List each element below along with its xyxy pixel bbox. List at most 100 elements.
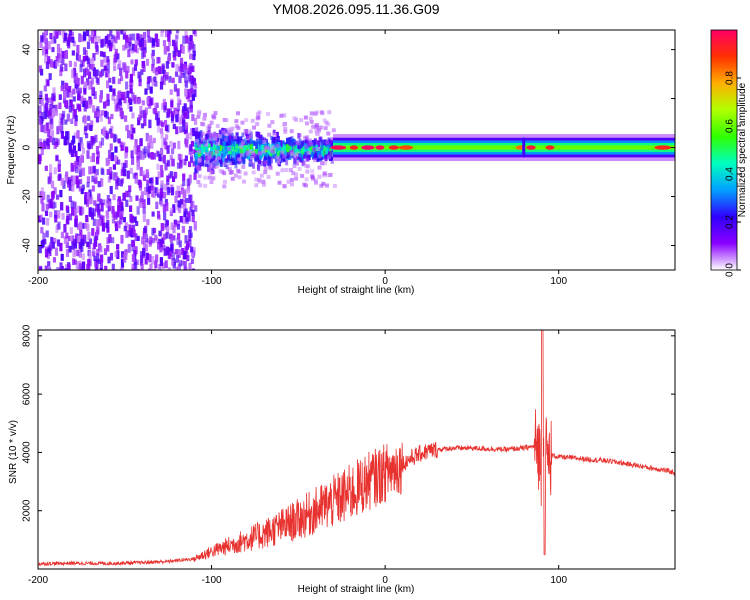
spectrogram-cell	[275, 131, 279, 138]
spectrogram-cell	[99, 70, 103, 77]
spectrogram-cell	[96, 195, 101, 203]
spectrogram-cell	[41, 239, 45, 248]
spectrogram-cell	[241, 140, 246, 145]
spectrogram-cell	[277, 157, 282, 162]
spectrogram-cell	[182, 180, 186, 187]
spectrogram-cell	[189, 132, 193, 140]
x-tick-label: 0	[382, 276, 388, 287]
spectrogram-cell	[169, 89, 173, 95]
spectrogram-cell	[192, 161, 196, 167]
spectrogram-cell	[129, 106, 133, 112]
spectrogram-cell	[330, 142, 334, 147]
spectrogram-cell	[156, 117, 160, 126]
spectrogram-cell	[217, 135, 221, 141]
spectrogram-cell	[121, 162, 125, 171]
spectrogram-frame	[37, 29, 676, 271]
spectrogram-region	[194, 109, 337, 189]
spectrogram-cell	[248, 134, 253, 139]
spectrogram-cell	[74, 120, 78, 127]
spectrogram-cell	[193, 224, 197, 231]
carrier-hotspot	[654, 145, 672, 150]
spectrogram-cell	[242, 153, 246, 159]
spectrogram-cell	[53, 167, 57, 175]
spectrogram-cell	[125, 70, 129, 79]
spectrogram-cell	[60, 85, 64, 92]
spectrogram-cell	[102, 127, 106, 137]
spectrogram-cell	[147, 185, 151, 194]
spectrogram-cell	[181, 72, 185, 78]
spectrogram-cell	[59, 113, 63, 120]
spectrogram-cell	[40, 35, 44, 43]
carrier-hotspot	[398, 145, 414, 150]
spectrogram-cell	[209, 158, 213, 164]
spectrogram-cell	[131, 240, 136, 247]
spectrogram-cell	[170, 187, 175, 196]
spectrogram-cell	[80, 95, 84, 105]
x-tick-label: 0	[382, 575, 388, 586]
spectrogram-cell	[149, 37, 154, 43]
spectrogram-cell	[234, 124, 239, 129]
spectrogram-cell	[264, 138, 268, 146]
spectrogram-cell	[115, 182, 119, 190]
spectrogram-cell	[125, 146, 129, 153]
spectrogram-cell	[254, 183, 259, 188]
spectrogram-cell	[96, 151, 100, 159]
spectrogram-cell	[101, 222, 106, 232]
spectrogram-cell	[304, 151, 308, 156]
spectrogram-cell	[87, 244, 91, 250]
spectrogram-cell	[146, 179, 150, 185]
spectrogram-cell	[63, 91, 67, 100]
spectrogram-cell	[107, 149, 112, 159]
spectrogram-cell	[186, 89, 190, 98]
spectrogram-plot-area	[38, 30, 675, 270]
spectrogram-cell	[78, 157, 82, 167]
x-tick-label: -200	[28, 575, 48, 586]
spectrogram-cell	[142, 31, 147, 40]
spectrogram-cell	[241, 164, 246, 169]
spectrogram-cell	[114, 251, 118, 257]
spectrogram-cell	[156, 210, 161, 219]
spectrogram-cell	[123, 96, 127, 104]
spectrogram-cell	[61, 212, 65, 220]
spectrogram-cell	[162, 191, 167, 199]
spectrogram-cell	[99, 198, 103, 205]
colorbar-label: Normalized spectral amplitude	[737, 82, 748, 217]
spectrogram-cell	[137, 97, 142, 104]
spectrogram-cell	[322, 118, 327, 123]
spectrogram-cell	[73, 259, 77, 265]
spectrogram-cell	[247, 143, 251, 150]
spectrogram-cell	[159, 188, 164, 198]
spectrogram-cell	[283, 126, 288, 131]
spectrogram-cell	[157, 242, 161, 250]
spectrogram-cell	[309, 111, 314, 116]
spectrogram-cell	[60, 131, 65, 139]
spectrogram-cell	[144, 244, 148, 252]
spectrogram-cell	[51, 137, 56, 145]
spectrogram-cell	[236, 168, 241, 173]
spectrogram-cell	[247, 149, 252, 154]
spectrogram-cell	[92, 165, 96, 174]
spectrogram-cell	[161, 65, 165, 74]
spectrogram-cell	[171, 252, 175, 260]
spectrogram-cell	[224, 132, 229, 137]
spectrogram-cell	[207, 167, 212, 172]
spectrogram-cell	[176, 185, 180, 193]
spectrogram-cell	[134, 40, 138, 49]
spectrogram-cell	[102, 51, 106, 58]
spectrogram-cell	[129, 196, 133, 202]
spectrogram-cell	[183, 128, 187, 135]
spectrogram-cell	[68, 30, 72, 33]
spectrogram-cell	[190, 79, 194, 88]
spectrogram-cell	[46, 253, 51, 260]
spectrogram-cell	[179, 198, 184, 205]
spectrogram-cell	[144, 107, 148, 115]
spectrogram-cell	[165, 134, 169, 140]
spectrogram-cell	[60, 231, 65, 239]
spectrogram-cell	[159, 196, 163, 205]
spectrogram-region	[38, 30, 198, 270]
spectrogram-cell	[227, 154, 231, 161]
spectrogram-cell	[156, 66, 160, 72]
spectrogram-cell	[47, 176, 51, 185]
spectrogram-cell	[255, 112, 260, 117]
